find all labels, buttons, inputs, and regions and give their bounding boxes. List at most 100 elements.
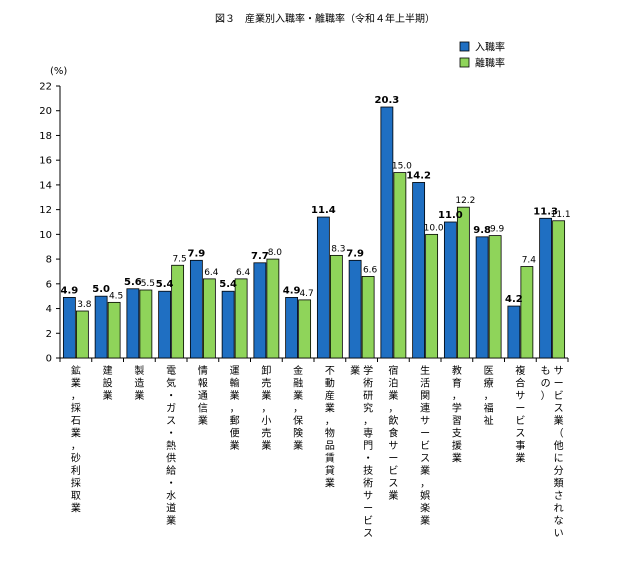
- category-label-char: ー: [363, 504, 373, 515]
- bar-entry-rate: [94, 295, 108, 359]
- category-label-char: 業: [71, 427, 81, 440]
- legend-swatch: [459, 41, 470, 52]
- category-label-char: 業: [293, 439, 303, 452]
- bars: [62, 106, 566, 359]
- category-label-char: 宿: [388, 364, 398, 377]
- y-tick-label: 0: [46, 354, 52, 365]
- category-label-char: 採: [71, 477, 81, 490]
- data-label-separation-rate: 8.0: [268, 248, 283, 258]
- category-label-char: 採: [71, 402, 81, 415]
- data-label-entry-rate: 7.9: [188, 248, 206, 259]
- data-labels: 4.93.85.04.55.65.5 5.47.5 7.96.45.46.47.78…: [61, 95, 571, 310]
- category-label-char: 金: [293, 364, 303, 377]
- y-tick-label: 14: [39, 180, 52, 191]
- bar-separation-rate: [552, 220, 566, 359]
- category-label-char: 業: [350, 364, 360, 377]
- data-label-entry-rate: 4.2: [505, 294, 523, 305]
- y-tick-label: 4: [46, 304, 52, 315]
- category-label-char: サ: [420, 415, 430, 427]
- category-label-char: 業: [230, 439, 240, 452]
- category-label-char: も: [541, 365, 551, 377]
- category-label-char: ス: [554, 404, 564, 415]
- data-label-entry-rate: 20.3: [375, 95, 400, 106]
- data-label-entry-rate: 4.9: [61, 285, 79, 296]
- category-label-char: ビ: [515, 415, 525, 427]
- category-label-char: ス: [363, 529, 373, 540]
- data-label-separation-rate: 15.0: [392, 162, 412, 172]
- data-label-separation-rate: 7.5: [172, 254, 186, 264]
- category-label: 建設業: [103, 364, 113, 402]
- category-label-char: 電: [166, 365, 176, 377]
- category-label-char: 物: [325, 427, 335, 440]
- data-label-separation-rate: 9.9: [490, 225, 505, 235]
- category-label-char: 術: [363, 377, 373, 390]
- data-label-separation-rate: 6.6: [363, 265, 378, 275]
- category-label-char: ス: [515, 429, 525, 440]
- category-label-char: ー: [554, 379, 564, 390]
- category-label-char: 通: [198, 390, 208, 402]
- bar-separation-rate: [488, 235, 502, 359]
- data-label-separation-rate: 10.0: [424, 223, 444, 233]
- category-label-char: 連: [420, 402, 430, 415]
- bar-separation-rate: [361, 275, 375, 359]
- category-label-char: 便: [230, 427, 240, 440]
- bar-entry-rate: [412, 182, 426, 359]
- category-label-char: ー: [515, 404, 525, 415]
- category-label-char: 飲: [388, 414, 398, 427]
- category-label-char: 研: [363, 390, 373, 402]
- bar-separation-rate: [520, 266, 534, 359]
- category-label-char: 関: [420, 390, 430, 402]
- bar-separation-rate: [329, 254, 343, 359]
- category-label-char: ，: [230, 404, 240, 415]
- category-label-char: 小: [261, 415, 271, 427]
- category-label-char: 学: [452, 402, 462, 415]
- bar-separation-rate: [456, 206, 470, 359]
- category-label-char: さ: [554, 490, 564, 502]
- y-tick-label: 12: [39, 205, 52, 216]
- category-label-char: 石: [71, 416, 81, 427]
- category-label-char: い: [554, 529, 564, 540]
- category-label-char: ，: [261, 404, 271, 415]
- category-label-char: 究: [363, 402, 373, 415]
- category-label: 医療，福祉: [484, 365, 494, 427]
- bar-entry-rate: [539, 217, 553, 359]
- category-label-char: 分: [554, 465, 564, 477]
- category-label-char: 類: [554, 478, 564, 490]
- bar-separation-rate: [202, 278, 216, 359]
- category-label-char: 業: [134, 389, 144, 402]
- category-label-char: 道: [166, 502, 176, 515]
- category-label-char: 業: [261, 439, 271, 452]
- category-label-char: ビ: [420, 440, 430, 452]
- category-label-char: 険: [293, 428, 303, 440]
- category-label-char: ー: [420, 429, 430, 440]
- category-label-char: の: [541, 379, 551, 390]
- bar-entry-rate: [126, 288, 140, 359]
- category-label: 電気・ガス・熱供給・水道業: [166, 365, 176, 527]
- category-label-char: ，: [325, 416, 335, 427]
- category-label-char: ・: [166, 429, 176, 440]
- category-label-char: 医: [484, 365, 494, 377]
- data-label-separation-rate: 3.8: [77, 300, 92, 310]
- category-label-char: 賃: [325, 452, 335, 465]
- category-label-char: 設: [103, 377, 113, 390]
- category-label-char: ス: [166, 416, 176, 427]
- data-label-separation-rate: 12.2: [455, 196, 475, 206]
- category-label-char: 習: [452, 415, 462, 427]
- category-label-char: 支: [452, 428, 462, 440]
- data-label-separation-rate: 5.5: [141, 279, 155, 289]
- category-label-char: な: [554, 515, 564, 527]
- category-label-char: 水: [166, 490, 176, 502]
- bar-entry-rate: [380, 106, 394, 359]
- category-label-char: 業: [71, 502, 81, 515]
- bar-entry-rate: [158, 290, 172, 359]
- bar-entry-rate: [285, 297, 299, 359]
- bar-entry-rate: [62, 297, 76, 359]
- bar-separation-rate: [234, 278, 248, 359]
- bar-entry-rate: [348, 259, 362, 359]
- data-label-entry-rate: 7.7: [251, 251, 269, 262]
